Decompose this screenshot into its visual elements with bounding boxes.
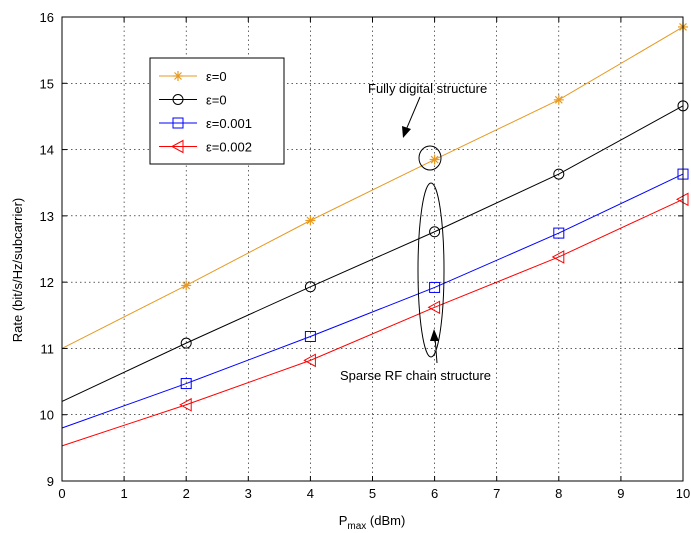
annotation-arrowhead-fully-digital <box>402 126 411 138</box>
legend-label-1: ε=0 <box>206 93 227 108</box>
x-tick-label-5: 5 <box>369 486 376 501</box>
series-3-point-3 <box>427 300 441 315</box>
x-tick-label-9: 9 <box>617 486 624 501</box>
x-tick-label-10: 10 <box>676 486 690 501</box>
series-1-point-1 <box>180 337 192 349</box>
series-0-point-1 <box>181 280 192 291</box>
annotation-arrow-fully-digital <box>405 96 421 131</box>
series-3-point-1 <box>179 397 192 412</box>
x-tick-label-8: 8 <box>555 486 562 501</box>
series-2 <box>61 168 689 429</box>
y-tick-label-7: 16 <box>40 10 54 25</box>
annotations: Fully digital structure Sparse RF chain … <box>340 81 491 383</box>
series-0 <box>61 21 688 349</box>
series-0-point-3 <box>429 154 440 165</box>
series-3-point-4 <box>551 250 565 264</box>
x-tick-label-7: 7 <box>493 486 500 501</box>
series-2-point-2 <box>304 330 316 342</box>
y-tick-label-1: 10 <box>40 408 54 423</box>
annotation-ellipse-fully-digital <box>418 145 442 171</box>
series-line-1 <box>61 105 684 402</box>
legend-item-3: ε=0.002 <box>159 140 252 155</box>
series-line-0 <box>61 26 684 349</box>
x-tick-label-0: 0 <box>58 486 65 501</box>
legend-marker-2 <box>172 117 184 129</box>
x-tick-label-1: 1 <box>120 486 127 501</box>
y-tick-label-5: 14 <box>40 143 54 158</box>
y-axis-label: Rate (bit/s/Hz/subcarrier) <box>10 198 25 342</box>
series-1-point-2 <box>304 281 316 293</box>
series-2-point-3 <box>429 281 441 293</box>
legend-item-2: ε=0.001 <box>159 116 252 131</box>
series-2-point-1 <box>180 378 192 390</box>
series-line-3 <box>61 198 684 447</box>
y-tick-label-0: 9 <box>47 474 54 489</box>
series-3-point-2 <box>303 353 316 368</box>
legend-marker-1 <box>172 94 184 105</box>
series-layer <box>61 21 689 447</box>
x-axis-label-unit: (dBm) <box>366 513 405 528</box>
series-0-point-2 <box>305 215 316 226</box>
y-tick-label-4: 13 <box>40 209 54 224</box>
x-tick-label-3: 3 <box>245 486 252 501</box>
legend-label-3: ε=0.002 <box>206 140 252 155</box>
series-1-point-4 <box>553 168 565 180</box>
series-0-point-4 <box>553 94 564 105</box>
legend-item-0: ε=0 <box>159 69 227 84</box>
series-line-2 <box>61 173 684 429</box>
annotation-arrowhead-sparse-rf <box>430 329 439 341</box>
annotation-ellipse-sparse-rf <box>417 182 445 358</box>
series-1-point-3 <box>429 226 441 238</box>
y-tick-label-6: 15 <box>40 76 54 91</box>
x-tick-label-2: 2 <box>183 486 190 501</box>
series-2-point-4 <box>553 227 565 239</box>
legend: ε=0 ε=0 ε=0.001 ε=0.002 <box>149 57 285 165</box>
x-axis-label: Pmax (dBm) <box>339 513 406 532</box>
y-tick-label-3: 12 <box>40 275 54 290</box>
legend-label-0: ε=0 <box>206 69 227 84</box>
x-tick-label-4: 4 <box>307 486 314 501</box>
y-tick-label-2: 11 <box>41 341 55 356</box>
annotation-fully-digital: Fully digital structure <box>368 81 487 96</box>
legend-marker-0 <box>173 71 183 81</box>
legend-item-1: ε=0 <box>159 93 227 108</box>
series-1 <box>61 100 689 402</box>
annotation-arrow-sparse-rf <box>434 336 438 364</box>
x-tick-label-6: 6 <box>431 486 438 501</box>
legend-label-2: ε=0.001 <box>206 116 252 131</box>
x-axis-label-sub: max <box>347 521 366 532</box>
legend-marker-3 <box>170 139 184 154</box>
x-axis-label-main: P <box>339 513 348 528</box>
annotation-sparse-rf: Sparse RF chain structure <box>340 368 491 383</box>
